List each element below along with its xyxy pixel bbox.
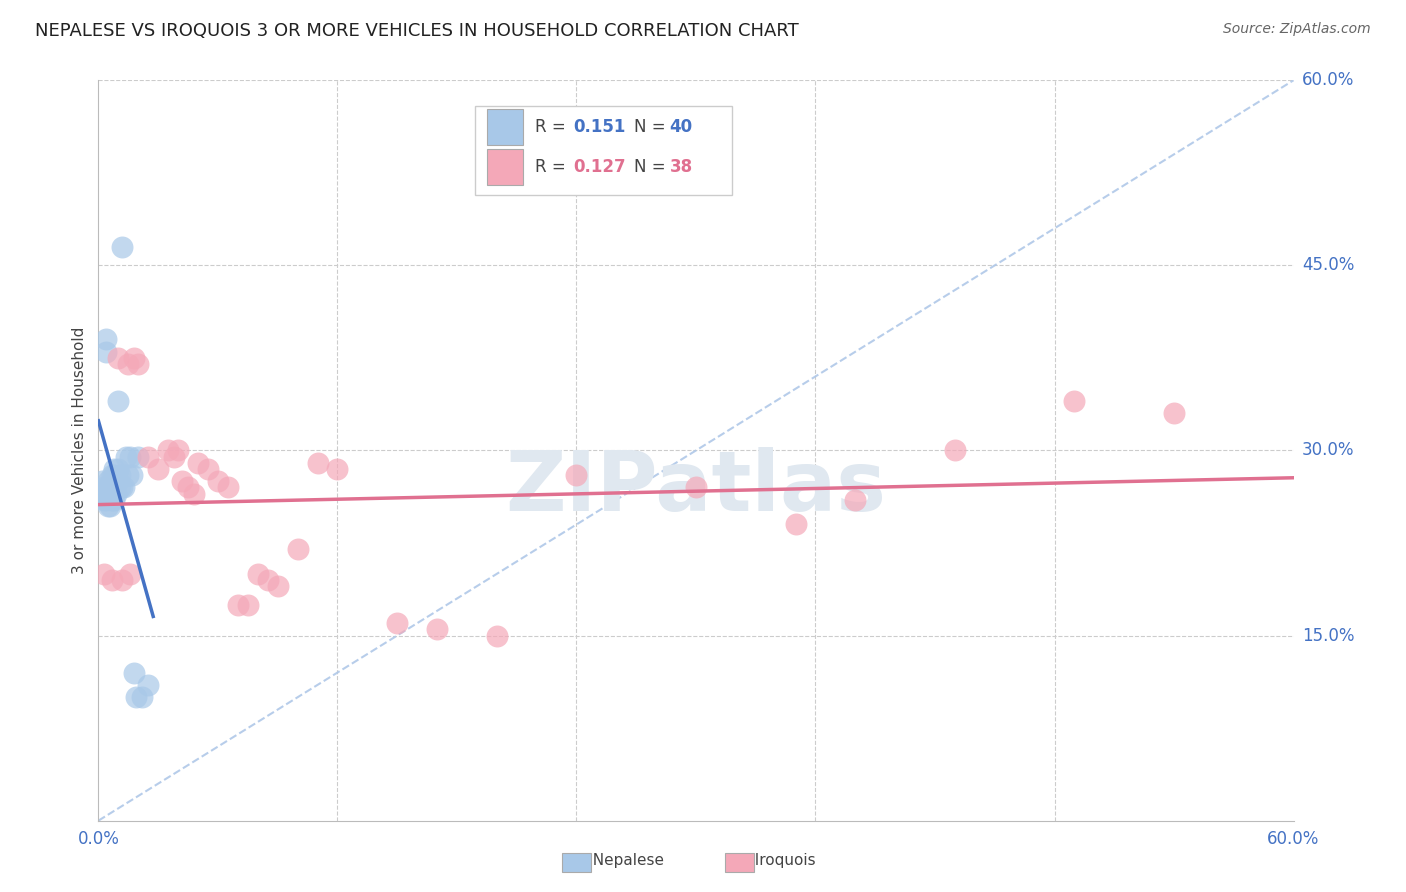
Text: 15.0%: 15.0% bbox=[1302, 626, 1354, 645]
Point bbox=[103, 462, 125, 476]
Point bbox=[97, 480, 120, 494]
Point bbox=[125, 690, 148, 705]
Point bbox=[107, 475, 129, 489]
Point bbox=[103, 480, 125, 494]
Point bbox=[148, 462, 170, 476]
Point bbox=[96, 332, 118, 346]
Point bbox=[101, 468, 124, 483]
Text: 45.0%: 45.0% bbox=[1302, 256, 1354, 275]
Point bbox=[124, 351, 146, 365]
Text: 0.127: 0.127 bbox=[572, 158, 626, 176]
Point bbox=[107, 351, 129, 365]
FancyBboxPatch shape bbox=[475, 106, 733, 195]
Point bbox=[183, 486, 205, 500]
Point bbox=[136, 450, 159, 464]
Point bbox=[93, 492, 115, 507]
Point bbox=[121, 468, 143, 483]
Text: N =: N = bbox=[634, 158, 671, 176]
Point bbox=[107, 462, 129, 476]
Point bbox=[110, 480, 132, 494]
Point bbox=[177, 480, 200, 494]
Point bbox=[93, 486, 115, 500]
Point bbox=[120, 566, 142, 581]
Point bbox=[163, 450, 186, 464]
Point bbox=[157, 443, 180, 458]
FancyBboxPatch shape bbox=[486, 149, 523, 185]
Text: 0.151: 0.151 bbox=[572, 118, 626, 136]
Point bbox=[98, 480, 122, 494]
Point bbox=[124, 665, 146, 680]
Point bbox=[127, 450, 149, 464]
Point bbox=[101, 573, 124, 587]
Point bbox=[111, 240, 134, 254]
Point bbox=[103, 468, 125, 483]
Point bbox=[326, 462, 349, 476]
Point bbox=[844, 492, 866, 507]
Text: 60.0%: 60.0% bbox=[1302, 71, 1354, 89]
Point bbox=[117, 468, 139, 483]
Point bbox=[197, 462, 219, 476]
Point bbox=[307, 456, 329, 470]
Text: 38: 38 bbox=[669, 158, 693, 176]
Point bbox=[101, 480, 124, 494]
Point bbox=[96, 344, 118, 359]
Point bbox=[236, 598, 259, 612]
Text: R =: R = bbox=[534, 118, 571, 136]
Point bbox=[98, 486, 122, 500]
Point bbox=[97, 486, 120, 500]
Text: 40: 40 bbox=[669, 118, 693, 136]
Y-axis label: 3 or more Vehicles in Household: 3 or more Vehicles in Household bbox=[72, 326, 87, 574]
Point bbox=[565, 468, 588, 483]
Text: ZIPatlas: ZIPatlas bbox=[506, 447, 886, 528]
Text: NEPALESE VS IROQUOIS 3 OR MORE VEHICLES IN HOUSEHOLD CORRELATION CHART: NEPALESE VS IROQUOIS 3 OR MORE VEHICLES … bbox=[35, 22, 799, 40]
Text: Iroquois: Iroquois bbox=[745, 854, 815, 868]
Point bbox=[120, 450, 142, 464]
Point bbox=[115, 450, 138, 464]
Point bbox=[93, 566, 115, 581]
Point bbox=[105, 486, 128, 500]
Point bbox=[136, 678, 159, 692]
Point bbox=[685, 480, 707, 494]
Point bbox=[1163, 407, 1185, 421]
Point bbox=[97, 475, 120, 489]
Point bbox=[112, 480, 135, 494]
Point bbox=[111, 573, 134, 587]
Point bbox=[246, 566, 269, 581]
Point bbox=[207, 475, 229, 489]
Point bbox=[131, 690, 153, 705]
Text: R =: R = bbox=[534, 158, 571, 176]
Text: Source: ZipAtlas.com: Source: ZipAtlas.com bbox=[1223, 22, 1371, 37]
Point bbox=[101, 492, 124, 507]
Point bbox=[105, 475, 128, 489]
Point bbox=[256, 573, 278, 587]
Point bbox=[91, 475, 114, 489]
Point bbox=[107, 394, 129, 409]
Point bbox=[943, 443, 966, 458]
Point bbox=[111, 480, 134, 494]
Point bbox=[187, 456, 209, 470]
Point bbox=[172, 475, 194, 489]
Point bbox=[785, 517, 807, 532]
Point bbox=[93, 480, 115, 494]
Text: Nepalese: Nepalese bbox=[583, 854, 665, 868]
Point bbox=[97, 499, 120, 513]
Point bbox=[485, 628, 508, 642]
Point bbox=[385, 616, 409, 631]
Point bbox=[1063, 394, 1085, 409]
Point bbox=[103, 492, 125, 507]
Point bbox=[96, 492, 118, 507]
Point bbox=[167, 443, 190, 458]
Point bbox=[117, 357, 139, 371]
FancyBboxPatch shape bbox=[486, 109, 523, 145]
Text: 30.0%: 30.0% bbox=[1302, 442, 1354, 459]
Point bbox=[98, 499, 122, 513]
Point bbox=[267, 579, 290, 593]
Point bbox=[217, 480, 239, 494]
Point bbox=[226, 598, 249, 612]
Point bbox=[426, 623, 449, 637]
Point bbox=[127, 357, 149, 371]
Point bbox=[287, 542, 309, 557]
Text: N =: N = bbox=[634, 118, 671, 136]
Point bbox=[110, 468, 132, 483]
